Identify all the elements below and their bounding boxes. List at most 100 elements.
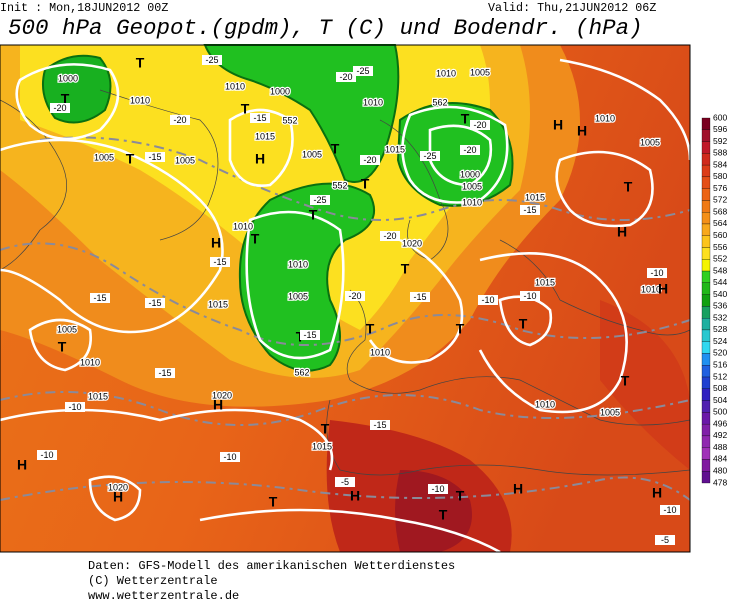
colorbar-label: 592 — [713, 136, 727, 146]
pressure-center: H — [213, 397, 223, 413]
isobar-label: 1010 — [130, 95, 150, 105]
pressure-center: T — [321, 421, 330, 437]
colorbar-swatch — [701, 141, 711, 154]
colorbar-label: 556 — [713, 242, 727, 252]
colorbar-swatch — [701, 247, 711, 260]
pressure-center: T — [456, 488, 465, 504]
colorbar-swatch — [701, 412, 711, 425]
temperature-label-box — [520, 205, 540, 215]
colorbar-label: 524 — [713, 336, 727, 346]
pressure-center: T — [126, 151, 135, 167]
colorbar-label: 496 — [713, 418, 727, 428]
colorbar-swatch — [701, 164, 711, 178]
temperature-label-box — [300, 330, 320, 340]
pressure-center: H — [553, 117, 563, 133]
temperature-label-box — [353, 66, 373, 76]
colorbar-label: 536 — [713, 301, 727, 311]
colorbar-swatch — [701, 270, 711, 283]
temperature-label: -15 — [93, 293, 106, 303]
colorbar-swatch — [701, 435, 711, 448]
temperature-label: -20 — [348, 291, 361, 301]
colorbar-label: 564 — [713, 218, 727, 228]
isobar-label: 1015 — [88, 391, 108, 401]
pressure-center: H — [577, 123, 587, 139]
temperature-label-box — [210, 257, 230, 267]
temperature-label-box — [310, 195, 330, 205]
pressure-center: T — [439, 507, 448, 523]
colorbar-label: 480 — [713, 465, 727, 475]
footer-line: Daten: GFS-Modell des amerikanischen Wet… — [88, 559, 456, 573]
isobar-label: 1015 — [208, 299, 228, 309]
colorbar-swatch — [701, 294, 711, 307]
isobar-label: 1000 — [58, 73, 78, 83]
temperature-label: -15 — [148, 152, 161, 162]
colorbar-swatch — [701, 259, 711, 272]
temperature-label: -15 — [213, 257, 226, 267]
colorbar-swatch — [701, 447, 711, 460]
temperature-label-box — [170, 115, 190, 125]
valid-time: Valid: Thu,21JUN2012 06Z — [488, 1, 657, 15]
temperature-label: -20 — [173, 115, 186, 125]
colorbar-swatch — [701, 388, 711, 401]
isobar-label: 1005 — [302, 149, 322, 159]
colorbar-label: 512 — [713, 371, 727, 381]
temperature-label: -10 — [223, 452, 236, 462]
temperature-label-box — [428, 484, 448, 494]
temperature-label: -10 — [40, 450, 53, 460]
pressure-center: T — [361, 176, 370, 192]
temperature-label: -15 — [373, 420, 386, 430]
isobar-label: 1010 — [436, 68, 456, 78]
temperature-label-box — [370, 420, 390, 430]
isobar-label: 552 — [282, 115, 297, 125]
colorbar-label: 532 — [713, 312, 727, 322]
temperature-label: -10 — [481, 295, 494, 305]
temperature-label-box — [336, 72, 356, 82]
colorbar-label: 560 — [713, 230, 727, 240]
colorbar-label: 580 — [713, 171, 727, 181]
colorbar-swatch — [701, 223, 711, 236]
pressure-center: H — [617, 224, 627, 240]
colorbar-swatch — [701, 400, 711, 413]
colorbar-swatch — [701, 200, 711, 213]
colorbar-label: 584 — [713, 159, 727, 169]
colorbar-label: 576 — [713, 183, 727, 193]
colorbar-label: 588 — [713, 148, 727, 158]
map-title: 500 hPa Geopot.(gpdm), T (C) und Bodendr… — [8, 15, 643, 41]
coastlines — [0, 89, 691, 476]
temperature-label: -25 — [356, 66, 369, 76]
colorbar-label: 548 — [713, 265, 727, 275]
isobar-label: 562 — [294, 367, 309, 377]
colorbar-label: 600 — [713, 112, 727, 122]
temperature-label: -10 — [523, 291, 536, 301]
pressure-center: T — [136, 55, 145, 71]
colorbar-label: 492 — [713, 430, 727, 440]
colorbar-swatch — [701, 129, 711, 142]
colorbar-swatch — [701, 365, 711, 378]
temperature-label-box — [660, 505, 680, 515]
colorbar-label: 484 — [713, 454, 727, 464]
isobar-label: 1005 — [288, 291, 308, 301]
isobar-label: 1020 — [402, 238, 422, 248]
temperature-label-box — [155, 368, 175, 378]
isobar-label: 1015 — [535, 277, 555, 287]
colorbar-label: 520 — [713, 348, 727, 358]
temperature-label-box — [250, 113, 270, 123]
temperature-label: -5 — [661, 535, 669, 545]
isobar-label: 1005 — [94, 152, 114, 162]
pressure-center: T — [519, 316, 528, 332]
temperature-label: -20 — [363, 155, 376, 165]
colorbar-label: 544 — [713, 277, 727, 287]
temperature-label: -20 — [339, 72, 352, 82]
pressure-center: H — [211, 235, 221, 251]
temperature-lines — [0, 136, 691, 501]
colorbar-swatch — [701, 459, 711, 472]
pressure-center: T — [269, 494, 278, 510]
temperature-label: -10 — [68, 402, 81, 412]
colorbar-swatch — [701, 353, 711, 366]
footer-line: www.wetterzentrale.de — [88, 589, 240, 603]
temperature-label-box — [65, 402, 85, 412]
colorbar: 6005965925885845805765725685645605565525… — [701, 112, 727, 487]
temperature-label: -20 — [463, 145, 476, 155]
